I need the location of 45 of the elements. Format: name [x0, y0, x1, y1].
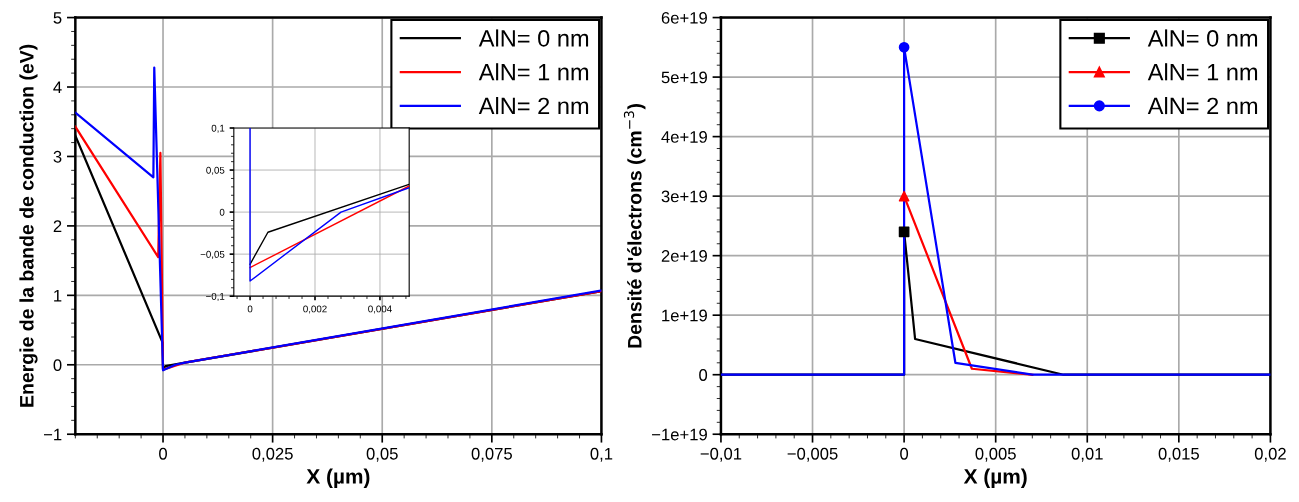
y-tick-label: 2 [53, 220, 62, 232]
y-tick-label: 0 [219, 208, 225, 216]
y-tick-label: 5e+19 [661, 71, 707, 84]
x-tick-label: 0,005 [975, 447, 1016, 462]
y-axis-title: Densité d'électrons (cm$^{−3}$) [623, 104, 646, 348]
y-tick-label: 0,05 [206, 166, 225, 175]
x-tick-label: 0,01 [1071, 447, 1103, 462]
x-tick-label: 0 [900, 447, 909, 460]
legend-label: AlN= 0 nm [478, 29, 589, 47]
legend-label: AlN= 2 nm [1147, 97, 1258, 115]
x-axis-title: X (µm) [306, 468, 370, 488]
legend-label: AlN= 2 nm [478, 97, 589, 115]
x-tick-label: −0,01 [700, 447, 742, 462]
x-tick-label: 0,015 [1158, 447, 1199, 462]
legend-label: AlN= 0 nm [1147, 29, 1258, 47]
y-tick-label: −1 [43, 428, 62, 441]
y-tick-label: 1 [54, 289, 62, 302]
legend-label: AlN= 1 nm [478, 63, 589, 81]
y-tick-label: 6e+19 [661, 11, 707, 24]
y-axis-title: Energie de la bande de conduction (eV) [19, 44, 38, 407]
x-tick-label: 0,02 [1254, 447, 1286, 462]
x-tick-label: 0,025 [252, 447, 293, 462]
y-tick-label: 5 [53, 12, 62, 24]
y-tick-label: −0,05 [200, 250, 225, 259]
y-tick-label: 3e+19 [661, 190, 707, 203]
y-tick-label: 0 [53, 359, 62, 371]
x-tick-label: 0 [159, 447, 168, 460]
y-tick-label: −1e+19 [652, 428, 707, 441]
y-tick-label: 4e+19 [661, 131, 707, 143]
x-axis-title: X (µm) [963, 468, 1027, 488]
y-tick-label: 0 [699, 369, 708, 381]
x-tick-label: 0,05 [366, 447, 398, 462]
x-tick-label: 0,1 [590, 447, 613, 462]
x-tick-label: 0,004 [368, 305, 392, 314]
y-tick-label: 4 [53, 81, 62, 94]
x-tick-label: 0,075 [471, 447, 512, 462]
x-tick-label: −0,005 [787, 447, 838, 462]
x-tick-label: 0,002 [303, 305, 327, 314]
y-tick-label: 3 [53, 150, 62, 163]
y-tick-label: 0,1 [211, 124, 225, 133]
y-tick-label: −0,1 [206, 292, 225, 301]
x-tick-label: 0 [247, 305, 253, 313]
y-tick-label: 2e+19 [661, 250, 707, 262]
legend-label: AlN= 1 nm [1147, 63, 1258, 81]
y-tick-label: 1e+19 [662, 309, 707, 322]
